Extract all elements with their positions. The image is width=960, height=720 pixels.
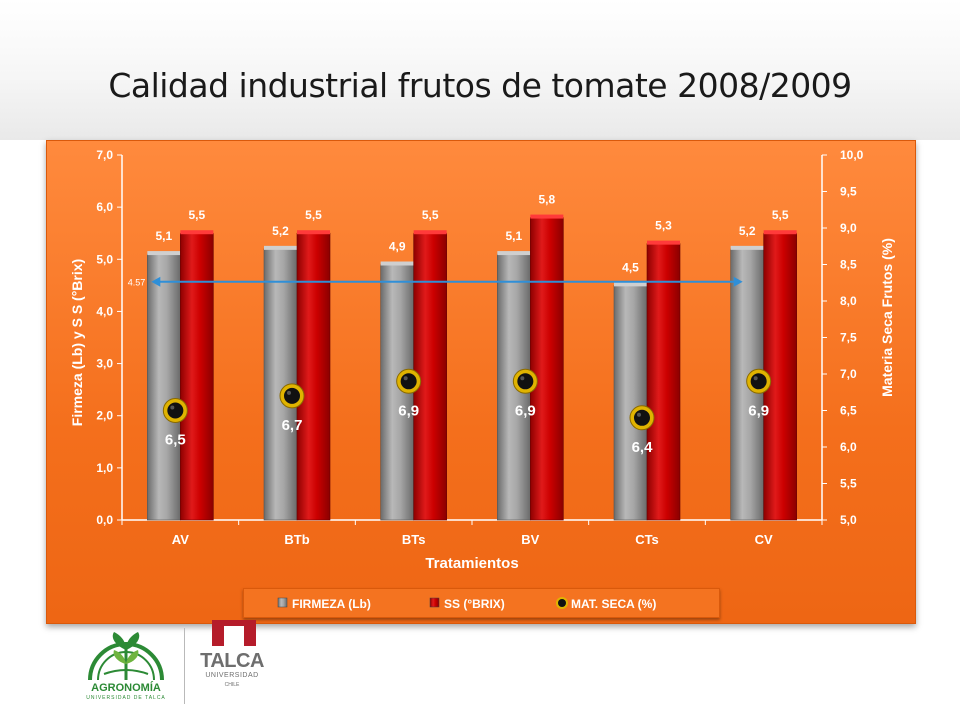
slide-header-band: [0, 0, 960, 140]
y-axis-title-left: Firmeza (Lb) y S S (°Brix): [69, 259, 85, 426]
x-tick-label: CV: [755, 532, 773, 547]
bar-firmeza-cap: [497, 251, 531, 256]
legend-label-firmeza: FIRMEZA (Lb): [292, 597, 371, 611]
y-tick-label-left: 6,0: [96, 200, 113, 214]
marker-mat-seca: [517, 373, 534, 390]
data-label-firmeza: 5,2: [272, 224, 289, 238]
y-tick-label-right: 7,5: [840, 331, 857, 345]
agronomia-logo-text: AGRONOMÍA: [91, 682, 161, 694]
marker-mat-seca: [634, 409, 650, 426]
talca-logo-subtext: UNIVERSIDAD: [205, 672, 259, 679]
y-tick-label-left: 2,0: [96, 409, 113, 423]
y-tick-label-right: 9,5: [840, 185, 857, 199]
y-tick-label-right: 10,0: [840, 148, 864, 162]
bar-firmeza: [147, 253, 181, 521]
y-tick-label-right: 5,5: [840, 477, 857, 491]
bar-firmeza-cap: [614, 282, 647, 287]
data-label-mat-seca: 6,9: [748, 402, 769, 419]
data-label-firmeza: 5,2: [739, 224, 756, 238]
marker-mat-seca-highlight: [637, 412, 641, 417]
bar-ss-cap: [763, 230, 797, 235]
marker-mat-seca-highlight: [170, 405, 175, 410]
logo-divider: [184, 628, 185, 704]
talca-logo-icon: [212, 620, 256, 646]
x-tick-label: CTs: [635, 532, 659, 547]
bar-firmeza-cap: [730, 245, 764, 250]
legend-swatch-ss: [429, 597, 440, 608]
y-tick-label-right: 6,5: [840, 404, 857, 418]
marker-mat-seca-highlight: [520, 376, 525, 381]
bar-ss: [180, 232, 214, 521]
footer-logos: AGRONOMÍA UNIVERSIDAD DE TALCA TALCA UNI…: [0, 620, 960, 720]
x-tick-label: AV: [172, 532, 189, 547]
slide-title: Calidad industrial frutos de tomate 2008…: [108, 66, 852, 105]
y-axis-title-right: Materia Seca Frutos (%): [879, 238, 895, 397]
y-tick-label-left: 4,0: [96, 304, 113, 318]
marker-mat-seca: [750, 373, 767, 390]
reference-line-label: 4.57: [128, 278, 146, 288]
data-label-mat-seca: 6,5: [165, 432, 186, 449]
talca-logo-country: CHILE: [224, 682, 240, 688]
bar-ss-cap: [297, 230, 330, 235]
talca-logo-text: TALCA: [200, 650, 264, 672]
legend-label-ss: SS (°BRIX): [444, 597, 505, 611]
x-tick-label: BV: [521, 532, 539, 547]
reference-arrow-right: [733, 276, 743, 287]
bar-firmeza: [613, 285, 648, 521]
data-label-ss: 5,5: [305, 208, 322, 222]
bar-ss-cap: [180, 230, 214, 235]
y-tick-label-right: 8,0: [840, 294, 857, 308]
y-tick-label-right: 8,5: [840, 258, 857, 272]
marker-mat-seca-highlight: [403, 376, 408, 381]
data-label-ss: 5,5: [188, 208, 205, 222]
data-label-mat-seca: 6,7: [282, 417, 303, 434]
bar-ss-cap: [647, 240, 680, 245]
marker-mat-seca-highlight: [753, 376, 758, 381]
data-label-firmeza: 4,9: [389, 240, 406, 254]
y-tick-label-left: 3,0: [96, 357, 113, 371]
data-label-ss: 5,5: [422, 208, 439, 222]
y-tick-label-left: 5,0: [96, 252, 113, 266]
bar-ss: [646, 243, 681, 521]
data-label-ss: 5,5: [772, 208, 789, 222]
legend-swatch-firmeza: [277, 597, 288, 608]
y-tick-label-right: 5,0: [840, 513, 857, 527]
legend-box: [243, 588, 720, 618]
marker-mat-seca-highlight: [287, 390, 291, 395]
marker-mat-seca: [400, 373, 417, 390]
y-tick-label-right: 9,0: [840, 221, 857, 235]
legend-swatch-mat-seca: [558, 599, 566, 607]
bar-firmeza-cap: [147, 251, 181, 256]
x-tick-label: BTs: [402, 532, 426, 547]
bar-ss: [296, 232, 331, 521]
marker-mat-seca: [284, 387, 300, 404]
data-label-mat-seca: 6,4: [632, 439, 654, 456]
bar-ss: [530, 217, 564, 521]
bar-ss-cap: [530, 214, 564, 219]
y-tick-label-left: 1,0: [96, 461, 113, 475]
marker-mat-seca: [167, 402, 184, 419]
x-tick-label: BTb: [284, 532, 309, 547]
data-label-firmeza: 5,1: [155, 229, 172, 243]
data-label-mat-seca: 6,9: [398, 402, 419, 419]
y-tick-label-right: 6,0: [840, 440, 857, 454]
bar-firmeza-cap: [380, 261, 414, 266]
bar-ss-cap: [413, 230, 447, 235]
reference-arrow-left: [151, 276, 161, 287]
data-label-firmeza: 5,1: [505, 229, 522, 243]
data-label-firmeza: 4,5: [622, 260, 639, 274]
x-axis-title: Tratamientos: [425, 555, 518, 572]
data-label-mat-seca: 6,9: [515, 402, 536, 419]
agronomia-logo-subtext: UNIVERSIDAD DE TALCA: [86, 695, 166, 701]
data-label-ss: 5,3: [655, 219, 672, 233]
y-tick-label-left: 7,0: [96, 148, 113, 162]
legend-label-mat-seca: MAT. SECA (%): [571, 597, 656, 611]
y-tick-label-right: 7,0: [840, 367, 857, 381]
data-label-ss: 5,8: [538, 193, 555, 207]
y-tick-label-left: 0,0: [96, 513, 113, 527]
bar-firmeza-cap: [264, 245, 297, 250]
agronomia-logo-icon: [88, 632, 164, 681]
